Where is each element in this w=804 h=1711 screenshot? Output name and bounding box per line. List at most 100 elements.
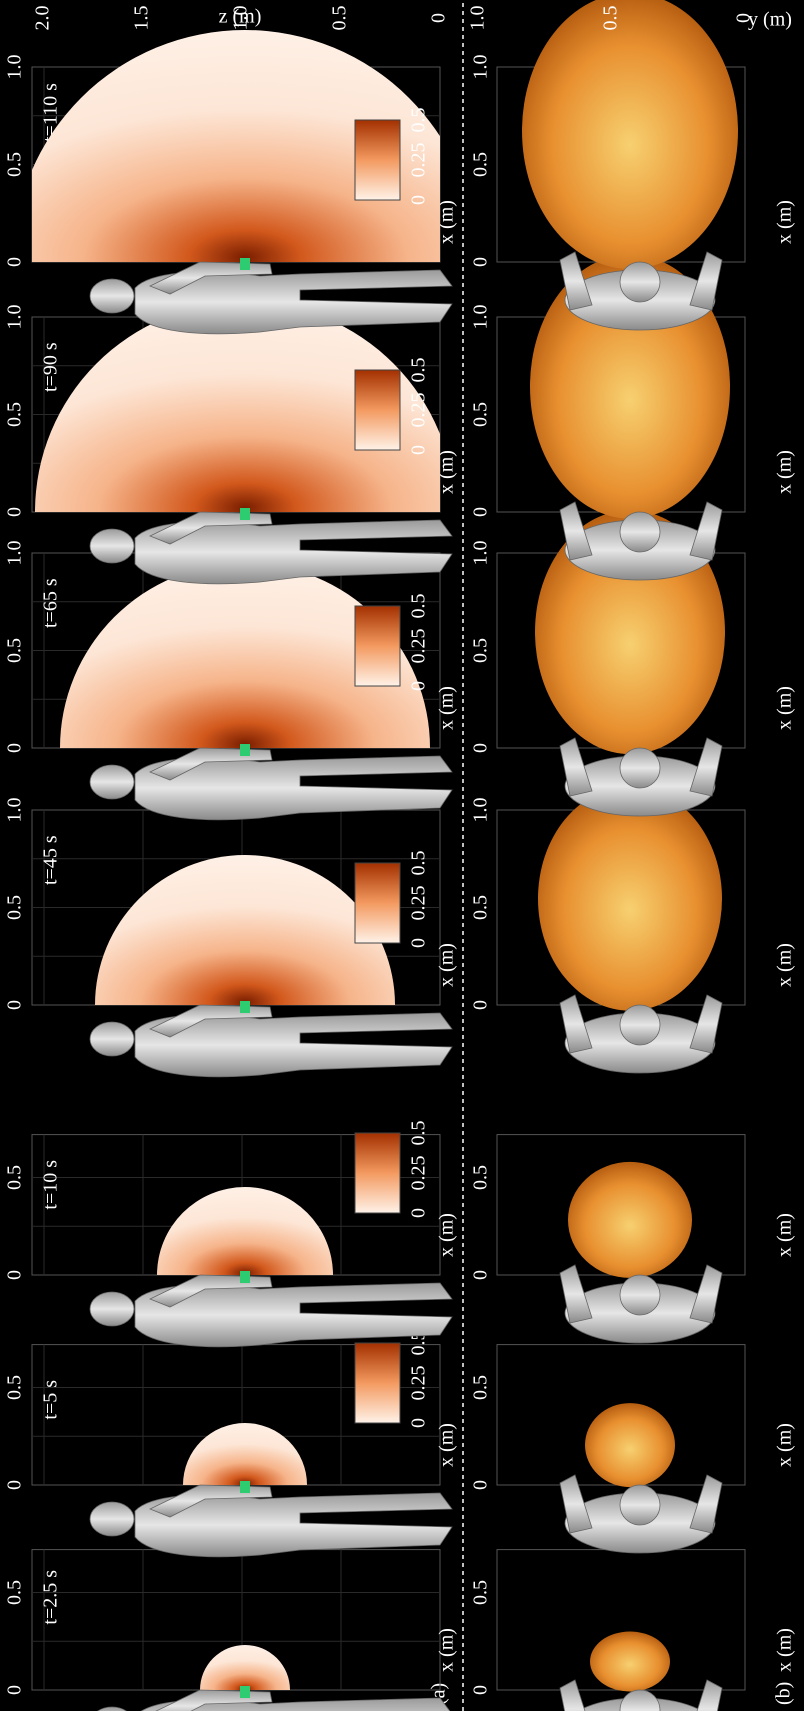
time-label: t=45 s xyxy=(40,835,62,885)
x-axis-label: x (m) xyxy=(774,1423,796,1467)
x-tick-label: 0 xyxy=(4,1685,26,1695)
x-axis-label: x (m) xyxy=(436,686,458,730)
person-head-top xyxy=(619,1484,661,1526)
x-tick-label: 0.5 xyxy=(4,1165,26,1190)
person-arms xyxy=(559,737,723,797)
person-arms xyxy=(559,1264,723,1324)
person-head-top xyxy=(619,1274,661,1316)
x-tick-label: 0 xyxy=(4,507,26,517)
x-tick-label: 0 xyxy=(470,1000,492,1010)
person-top xyxy=(559,994,723,1074)
person-head xyxy=(89,1291,135,1327)
person-arms xyxy=(559,251,723,311)
x-tick-label: 0.5 xyxy=(4,152,26,177)
plume xyxy=(200,1645,290,1690)
x-axis-label: x (m) xyxy=(436,200,458,244)
colorbar-tick-label: 0.5 xyxy=(408,108,430,133)
x-tick-label: 1.0 xyxy=(4,541,26,566)
person-body xyxy=(134,1282,453,1348)
x-tick-label: 1.0 xyxy=(4,305,26,330)
z-axis-label: z (m) xyxy=(219,6,262,28)
colorbar-tick-label: 0 xyxy=(408,1418,430,1428)
person-head-top xyxy=(619,1004,661,1046)
droplet-cloud xyxy=(538,786,722,1011)
x-axis-label: x (m) xyxy=(774,943,796,987)
person-head xyxy=(89,1501,135,1537)
x-axis-label: x (m) xyxy=(436,943,458,987)
rotated-figure: (a) (b) 0 00.5 0.5t=2.5 sx (m) x (m)0 00.5 0.… xyxy=(4,0,796,1711)
person-head-top xyxy=(619,747,661,789)
colorbar-tick-label: 0 xyxy=(408,195,430,205)
colorbar-tick-label: 0.5 xyxy=(408,1331,430,1356)
colorbar-tick-label: 0.25 xyxy=(408,1156,430,1191)
x-tick-label: 0 xyxy=(4,257,26,267)
person-top xyxy=(559,1474,723,1554)
person-head xyxy=(89,528,135,564)
colorbar-tick-label: 0.25 xyxy=(408,1366,430,1401)
mask-mouth xyxy=(240,1271,250,1283)
x-tick-label: 0 xyxy=(470,507,492,517)
x-axis-label: x (m) xyxy=(436,1628,458,1672)
x-tick-label: 0 xyxy=(4,743,26,753)
x-tick-label: 0 xyxy=(4,1270,26,1280)
person-top xyxy=(559,1264,723,1344)
droplet-cloud xyxy=(590,1631,670,1692)
colorbar-tick-label: 0 xyxy=(408,1208,430,1218)
person-head-top xyxy=(619,1689,661,1711)
plume xyxy=(60,563,430,748)
z-tick-label: 0.5 xyxy=(329,6,351,31)
x-tick-label: 0.5 xyxy=(4,402,26,427)
person-body xyxy=(134,1492,453,1558)
z-tick-label: 1.5 xyxy=(131,6,153,31)
person-top xyxy=(559,501,723,581)
z-tick-label: 2.0 xyxy=(32,6,54,31)
x-tick-label: 1.0 xyxy=(470,541,492,566)
person-arms xyxy=(559,1679,723,1711)
colorbar-tick-label: 0.5 xyxy=(408,1121,430,1146)
x-axis-label: x (m) xyxy=(436,450,458,494)
colorbar-tick-label: 0 xyxy=(408,938,430,948)
x-axis-label: x (m) xyxy=(436,1423,458,1467)
person-head xyxy=(89,764,135,800)
plume xyxy=(32,30,440,262)
x-tick-label: 0.5 xyxy=(470,402,492,427)
person-body xyxy=(134,519,453,585)
time-label: t=90 s xyxy=(40,342,62,392)
person-top xyxy=(559,1679,723,1711)
x-tick-label: 1.0 xyxy=(470,798,492,823)
x-tick-label: 0 xyxy=(470,257,492,267)
colorbar xyxy=(354,1342,401,1424)
plume xyxy=(183,1423,307,1485)
time-label: t=2.5 s xyxy=(40,1570,62,1625)
panel-b-label: (b) xyxy=(773,1682,795,1705)
x-tick-label: 0.5 xyxy=(470,152,492,177)
person-body xyxy=(134,1012,453,1078)
x-axis-label: x (m) xyxy=(774,1628,796,1672)
person-side xyxy=(89,511,453,585)
y-axis-label: y (m) xyxy=(748,9,792,31)
time-label: t=5 s xyxy=(40,1380,62,1420)
time-label: t=110 s xyxy=(40,83,62,142)
person-body xyxy=(134,269,453,335)
x-tick-label: 0 xyxy=(4,1000,26,1010)
person-top xyxy=(559,737,723,817)
x-tick-label: 0 xyxy=(470,1480,492,1490)
colorbar-tick-label: 0.5 xyxy=(408,358,430,383)
colorbar xyxy=(354,1132,401,1214)
person-head-top xyxy=(619,511,661,553)
colorbar xyxy=(354,605,401,687)
colorbar xyxy=(354,369,401,451)
z-tick-label: 1.0 xyxy=(230,6,252,31)
x-tick-label: 0.5 xyxy=(4,1580,26,1605)
mask-mouth xyxy=(240,1001,250,1013)
colorbar-tick-label: 0 xyxy=(408,445,430,455)
x-axis-label: x (m) xyxy=(774,450,796,494)
x-tick-label: 0 xyxy=(470,743,492,753)
droplet-cloud xyxy=(568,1161,692,1278)
x-tick-label: 0 xyxy=(470,1270,492,1280)
droplet-cloud xyxy=(522,0,738,269)
person-head-top xyxy=(619,261,661,303)
person-top xyxy=(559,251,723,331)
colorbar-tick-label: 0.25 xyxy=(408,393,430,428)
